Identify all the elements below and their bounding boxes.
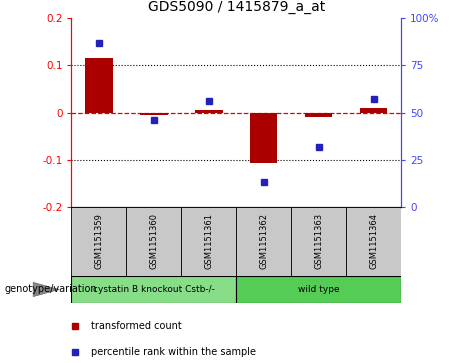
Title: GDS5090 / 1415879_a_at: GDS5090 / 1415879_a_at (148, 0, 325, 15)
Text: GSM1151361: GSM1151361 (204, 213, 213, 269)
Bar (236, 276, 401, 303)
Text: transformed count: transformed count (91, 321, 182, 331)
Text: GSM1151364: GSM1151364 (369, 213, 378, 269)
Bar (71, 207, 126, 276)
Bar (305, 113, 332, 117)
Bar (181, 207, 236, 276)
Text: GSM1151363: GSM1151363 (314, 213, 323, 269)
Bar (195, 110, 223, 113)
Bar (250, 113, 278, 163)
Text: GSM1151359: GSM1151359 (95, 213, 103, 269)
Bar (360, 108, 387, 113)
Bar (291, 207, 346, 276)
Text: wild type: wild type (298, 285, 339, 294)
Text: percentile rank within the sample: percentile rank within the sample (91, 347, 256, 357)
Bar (85, 58, 112, 113)
Text: GSM1151360: GSM1151360 (149, 213, 159, 269)
Polygon shape (33, 282, 59, 297)
Bar (346, 207, 401, 276)
Text: genotype/variation: genotype/variation (5, 285, 97, 294)
Text: GSM1151362: GSM1151362 (259, 213, 268, 269)
Bar (140, 113, 168, 115)
Bar (236, 207, 291, 276)
Text: cystatin B knockout Cstb-/-: cystatin B knockout Cstb-/- (93, 285, 215, 294)
Bar (126, 207, 181, 276)
Bar (71, 276, 236, 303)
